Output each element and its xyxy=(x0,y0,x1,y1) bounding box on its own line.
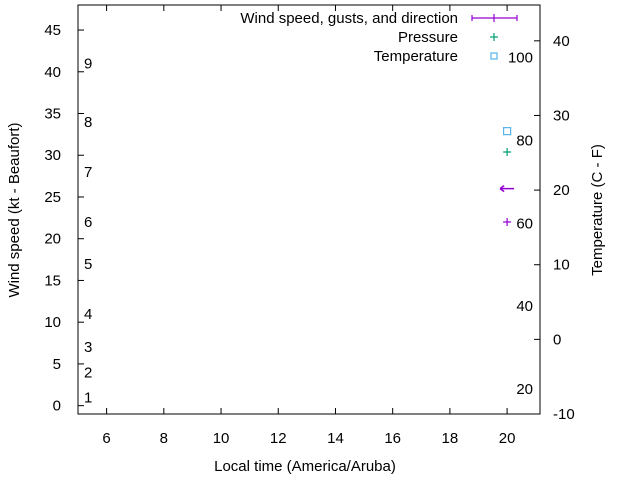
beaufort-label: 8 xyxy=(84,114,92,131)
beaufort-label: 6 xyxy=(84,214,92,231)
fahrenheit-label: 20 xyxy=(516,381,533,398)
y-tick-label: 20 xyxy=(44,231,61,248)
y-tick-label: 40 xyxy=(44,64,61,81)
x-tick-label: 18 xyxy=(442,430,459,447)
beaufort-label: 4 xyxy=(84,306,92,323)
fahrenheit-label: 60 xyxy=(516,215,533,232)
y-tick-label: 30 xyxy=(44,147,61,164)
y2-tick-label: 30 xyxy=(553,107,570,124)
y-tick-label: 0 xyxy=(53,398,61,415)
legend-sample-temperature xyxy=(490,52,498,60)
y-axis-label: Wind speed (kt - Beaufort) xyxy=(6,122,23,297)
x-tick-label: 8 xyxy=(160,430,168,447)
beaufort-label: 3 xyxy=(84,339,92,356)
fahrenheit-label: 40 xyxy=(516,298,533,315)
beaufort-label: 5 xyxy=(84,256,92,273)
beaufort-label: 9 xyxy=(84,55,92,72)
beaufort-label: 2 xyxy=(84,364,92,381)
y2-tick-label: 40 xyxy=(553,33,570,50)
x-tick-label: 6 xyxy=(102,430,110,447)
x-tick-label: 20 xyxy=(499,430,516,447)
y-tick-label: 15 xyxy=(44,272,61,289)
y2-tick-label: 20 xyxy=(553,182,570,199)
y-tick-label: 45 xyxy=(44,22,61,39)
legend-sample-pressure xyxy=(490,33,498,41)
legend-label-wind: Wind speed, gusts, and direction xyxy=(240,10,458,27)
plot-frame xyxy=(77,4,541,415)
y2-tick-label: -10 xyxy=(553,406,575,423)
legend-sample-wind xyxy=(471,14,518,22)
legend-label-pressure: Pressure xyxy=(398,29,458,46)
wind-point xyxy=(503,218,512,227)
y-tick-label: 25 xyxy=(44,189,61,206)
x-tick-label: 10 xyxy=(213,430,230,447)
y-tick-label: 10 xyxy=(44,314,61,331)
legend-label-temperature: Temperature xyxy=(374,48,458,65)
x-axis-label: Local time (America/Aruba) xyxy=(214,458,396,475)
y-tick-label: 5 xyxy=(53,356,61,373)
x-tick-label: 16 xyxy=(384,430,401,447)
pressure-point xyxy=(503,148,512,157)
y2-tick-label: 10 xyxy=(553,257,570,274)
fahrenheit-label: 80 xyxy=(516,132,533,149)
x-tick-label: 12 xyxy=(270,430,287,447)
legend: Wind speed, gusts, and direction Pressur… xyxy=(240,10,518,65)
y2-axis-label: Temperature (C - F) xyxy=(589,144,606,276)
temperature-point xyxy=(503,127,512,136)
beaufort-label: 7 xyxy=(84,164,92,181)
x-tick-label: 14 xyxy=(327,430,344,447)
beaufort-label: 1 xyxy=(84,389,92,406)
wind-direction-arrow xyxy=(499,185,515,193)
y2-tick-label: 0 xyxy=(553,331,561,348)
y-tick-label: 35 xyxy=(44,106,61,123)
fahrenheit-label: 100 xyxy=(508,49,533,66)
